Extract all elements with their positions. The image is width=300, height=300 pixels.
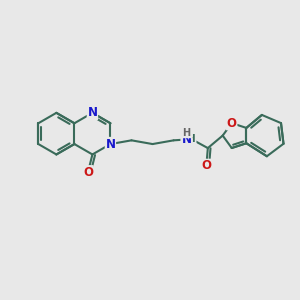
- Text: N: N: [181, 133, 191, 146]
- Text: N: N: [87, 106, 98, 119]
- Text: N: N: [105, 138, 116, 151]
- Text: H: H: [187, 134, 196, 144]
- Text: O: O: [227, 117, 237, 130]
- Text: O: O: [83, 166, 93, 179]
- Text: H: H: [182, 128, 190, 138]
- Text: N: N: [182, 133, 192, 146]
- Text: O: O: [201, 159, 211, 172]
